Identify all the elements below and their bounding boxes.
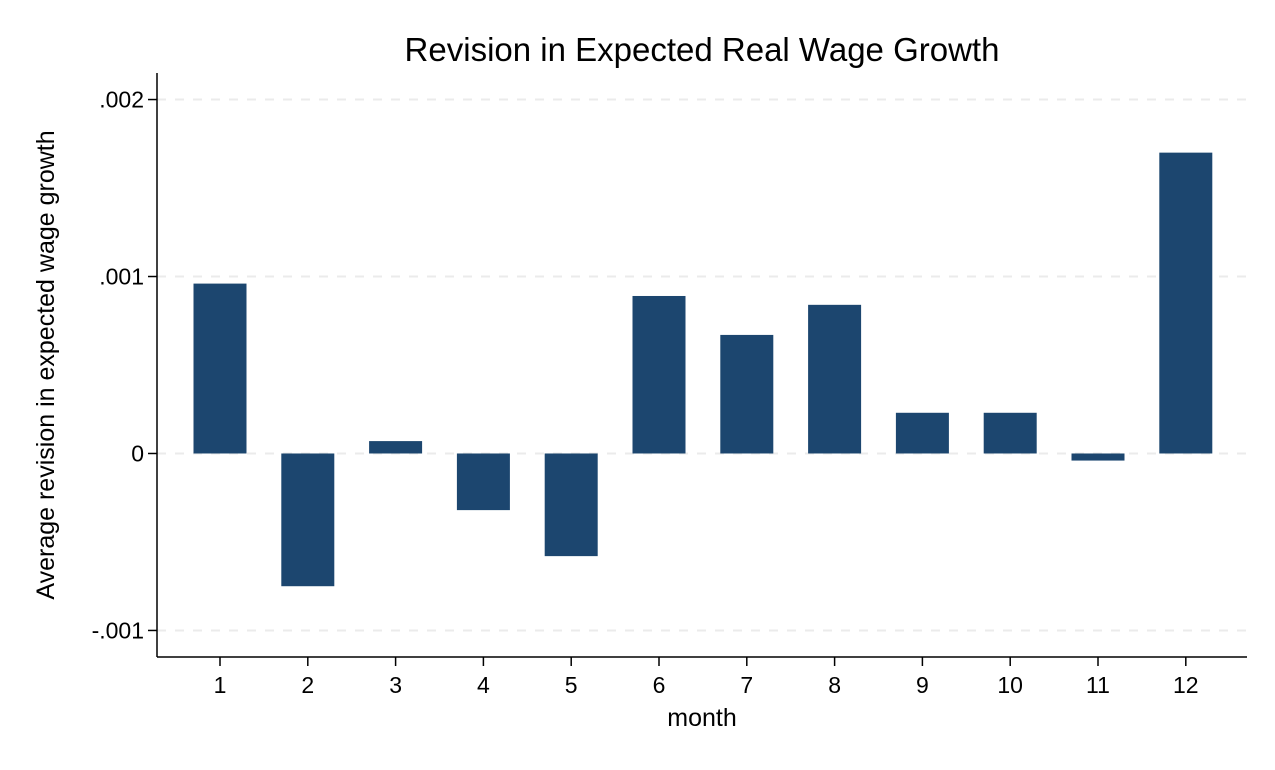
- bar-month-10: [983, 412, 1037, 454]
- x-axis-label: month: [667, 704, 736, 732]
- bar-month-8: [808, 304, 862, 454]
- bar-month-12: [1159, 152, 1213, 454]
- axes: [156, 73, 1247, 658]
- bar-month-3: [369, 441, 423, 454]
- gridlines: [157, 98, 1247, 632]
- bar-month-1: [193, 283, 247, 454]
- x-tick-label: 5: [565, 672, 578, 698]
- bar-month-7: [720, 334, 774, 454]
- x-tick-label: 3: [389, 672, 402, 698]
- x-tick-label: 12: [1173, 672, 1199, 698]
- y-axis-ticks: .002 .001 0 -.001: [92, 87, 157, 643]
- x-tick-label: 1: [214, 672, 227, 698]
- bar-month-4: [456, 453, 510, 511]
- bar-month-5: [544, 453, 598, 557]
- x-tick-label: 10: [997, 672, 1023, 698]
- y-axis-label: Average revision in expected wage growth: [32, 130, 60, 599]
- x-axis-ticks: 1 2 3 4 5 6 7 8 9 10 11 12: [214, 657, 1199, 698]
- y-tick-label: -.001: [92, 617, 144, 643]
- bar-month-9: [895, 412, 949, 454]
- x-tick-label: 4: [477, 672, 490, 698]
- y-tick-label: .001: [99, 264, 144, 290]
- y-tick-label: 0: [131, 440, 144, 466]
- bars: [193, 152, 1213, 587]
- bar-month-11: [1071, 453, 1125, 461]
- x-tick-label: 7: [740, 672, 753, 698]
- x-tick-label: 9: [916, 672, 929, 698]
- x-tick-label: 2: [301, 672, 314, 698]
- bar-month-6: [632, 295, 686, 454]
- y-tick-label: .002: [99, 87, 144, 113]
- bar-month-2: [281, 453, 335, 587]
- x-tick-label: 8: [828, 672, 841, 698]
- x-tick-label: 11: [1086, 672, 1110, 698]
- x-tick-label: 6: [653, 672, 666, 698]
- chart-title: Revision in Expected Real Wage Growth: [405, 31, 1000, 68]
